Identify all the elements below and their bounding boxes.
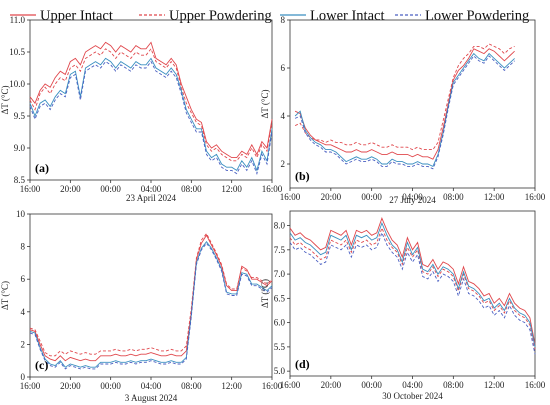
series-line [29,240,273,368]
x-tick-label: 16:00 [525,380,546,390]
x-tick-label: 16:00 [20,381,41,391]
series-line [29,47,273,162]
y-tick-label: 7.5 [274,245,286,255]
y-tick-label: 5.5 [274,342,286,352]
y-tick-label: 6 [281,63,286,73]
y-tick-label: 4 [21,307,26,317]
y-tick-label: 11.0 [10,15,26,25]
series-line [29,232,273,357]
legend-entry: Lower Intact [280,8,384,24]
x-tick-label: 00:00 [100,184,121,194]
plot-frame [289,19,536,189]
legend: Upper Intact Upper Powdering Lower Intact L… [10,8,529,24]
x-tick-label: 04:00 [141,184,162,194]
legend-label: Lower Powdering [425,8,529,24]
series-line [289,231,536,355]
x-axis-label: 23 April 2024 [126,193,177,203]
series-line [294,43,515,151]
x-tick-label: 00:00 [361,380,382,390]
x-tick-label: 04:00 [141,381,162,391]
x-tick-label: 20:00 [60,184,81,194]
series-line [294,52,515,168]
x-tick-label: 20:00 [60,381,81,391]
y-tick-label: 8 [21,242,26,252]
x-tick-label: 12:00 [484,192,505,202]
x-tick-label: 16:00 [262,184,283,194]
y-axis-label: ΔT (°C) [260,90,270,119]
legend-label: Upper Powdering [169,8,272,24]
legend-label: Upper Intact [40,8,113,24]
x-axis-label: 30 October 2024 [382,391,443,401]
y-axis-label: ΔT (°C) [260,279,270,308]
x-tick-label: 04:00 [402,192,423,202]
y-tick-label: 9.5 [14,111,26,121]
chart-panel: 16:00 20:00 00:00 04:00 08:00 12:00 16:00 5.0 5.… [260,210,546,401]
y-tick-label: 10.5 [9,47,25,57]
panel-label: (b) [295,169,310,183]
series-line [294,55,515,170]
y-tick-label: 2 [281,159,286,169]
x-tick-label: 00:00 [361,192,382,202]
series-line [29,60,273,176]
series-line [289,226,536,350]
x-tick-label: 00:00 [100,381,121,391]
y-tick-label: 7.0 [274,269,286,279]
y-tick-label: 0 [21,372,26,382]
y-tick-label: 8 [281,15,286,25]
panels: 16:00 20:00 00:00 04:00 08:00 12:00 16:008.59.… [0,15,546,403]
x-tick-label: 12:00 [221,184,242,194]
x-tick-label: 04:00 [402,380,423,390]
y-axis-label: ΔT (°C) [0,86,10,115]
y-tick-label: 9.0 [14,143,26,153]
panel-label: (a) [35,161,49,175]
x-tick-label: 20:00 [321,192,342,202]
panel-label: (d) [295,357,310,371]
plot-frame [289,210,536,377]
legend-label: Lower Intact [310,8,384,24]
series-line [289,217,536,345]
x-tick-label: 12:00 [484,380,505,390]
x-tick-label: 08:00 [181,381,202,391]
chart-panel: 16:00 20:00 00:00 04:00 08:00 12:00 16:008.59.… [0,15,283,203]
y-tick-label: 6.0 [274,318,286,328]
x-axis-label: 3 August 2024 [125,393,178,403]
x-tick-label: 16:00 [525,192,546,202]
legend-entry: Upper Intact [10,8,113,24]
y-tick-label: 10.0 [9,79,25,89]
y-tick-label: 8.0 [274,221,286,231]
x-tick-label: 16:00 [262,381,283,391]
x-tick-label: 16:00 [20,184,41,194]
plot-frame [29,19,273,181]
x-axis-label: 27 July 2024 [389,195,436,205]
series-line [29,242,273,370]
series-line [294,48,515,160]
x-tick-label: 12:00 [221,381,242,391]
y-tick-label: 8.5 [14,175,26,185]
legend-entry: Lower Powdering [395,8,529,24]
y-tick-label: 6.5 [274,293,286,303]
x-tick-label: 16:00 [280,192,301,202]
series-line [29,57,273,172]
series-line [289,221,536,347]
chart-panel: 16:00 20:00 00:00 04:00 08:00 12:00 16:0002468… [0,209,283,403]
y-tick-label: 10 [16,209,26,219]
y-tick-label: 2 [21,339,26,349]
y-tick-label: 5.0 [274,366,286,376]
x-tick-label: 08:00 [443,380,464,390]
chart-panel: 16:00 20:00 00:00 04:00 08:00 12:00 16:00 2 4 6 8 Δ… [260,15,546,205]
x-tick-label: 16:00 [280,380,301,390]
x-tick-label: 08:00 [443,192,464,202]
panel-label: (c) [35,358,48,372]
legend-entry: Upper Powdering [139,8,272,24]
series-line [29,234,273,362]
y-tick-label: 6 [21,274,26,284]
y-tick-label: 4 [281,111,286,121]
x-tick-label: 20:00 [321,380,342,390]
y-axis-label: ΔT (°C) [0,281,10,310]
x-tick-label: 08:00 [181,184,202,194]
series-line [29,41,273,159]
